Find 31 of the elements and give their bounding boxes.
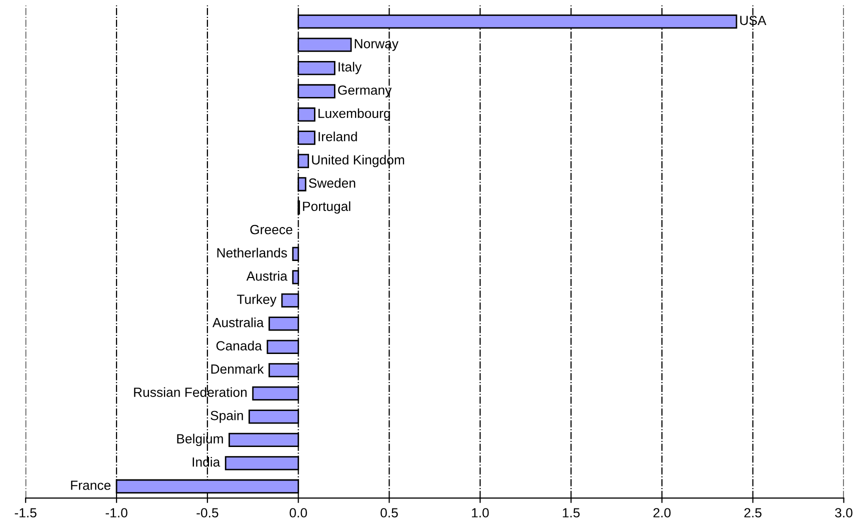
y-tick-label: France (71, 480, 110, 490)
y-tick-label: Ireland (318, 132, 357, 142)
y-tick-label: India (192, 457, 220, 467)
y-tick-label: Luxembourg (318, 108, 390, 121)
y-tick-label: Canada (216, 340, 262, 350)
y-tick-label: Portugal (303, 201, 350, 214)
y-tick-label: Sweden (308, 178, 356, 188)
y-tick-label: Greece (250, 224, 292, 234)
y-tick-label: Denmark (211, 364, 264, 374)
x-tick-label: 2.0 (653, 508, 671, 518)
y-tick-label: Austria (246, 271, 288, 281)
x-tick-label: -1.0 (106, 508, 128, 518)
y-tick-label: USA (740, 16, 766, 26)
x-tick-label: 3.0 (835, 508, 852, 518)
x-tick-label: -1.5 (14, 508, 36, 518)
y-tick-label: Norway (354, 39, 398, 51)
y-tick-label: Turkey (236, 294, 276, 307)
y-tick-label: Spain (210, 410, 243, 423)
x-tick-label: 0.0 (290, 508, 307, 518)
y-tick-label: United Kingdom (312, 154, 404, 168)
x-tick-label: 1.0 (472, 508, 489, 518)
y-tick-label: Russian Federation (134, 387, 247, 397)
y-tick-label: Netherlands (217, 248, 287, 258)
y-tick-label: Belgium (177, 434, 223, 446)
x-tick-label: -0.5 (196, 508, 218, 518)
y-tick-label: Italy (338, 62, 362, 74)
x-tick-label: 1.5 (562, 508, 580, 518)
x-tick-label: 0.5 (380, 508, 398, 518)
y-tick-label: Germany (338, 85, 392, 98)
y-tick-label: Australia (212, 318, 264, 328)
x-tick-label: 2.5 (744, 508, 762, 518)
